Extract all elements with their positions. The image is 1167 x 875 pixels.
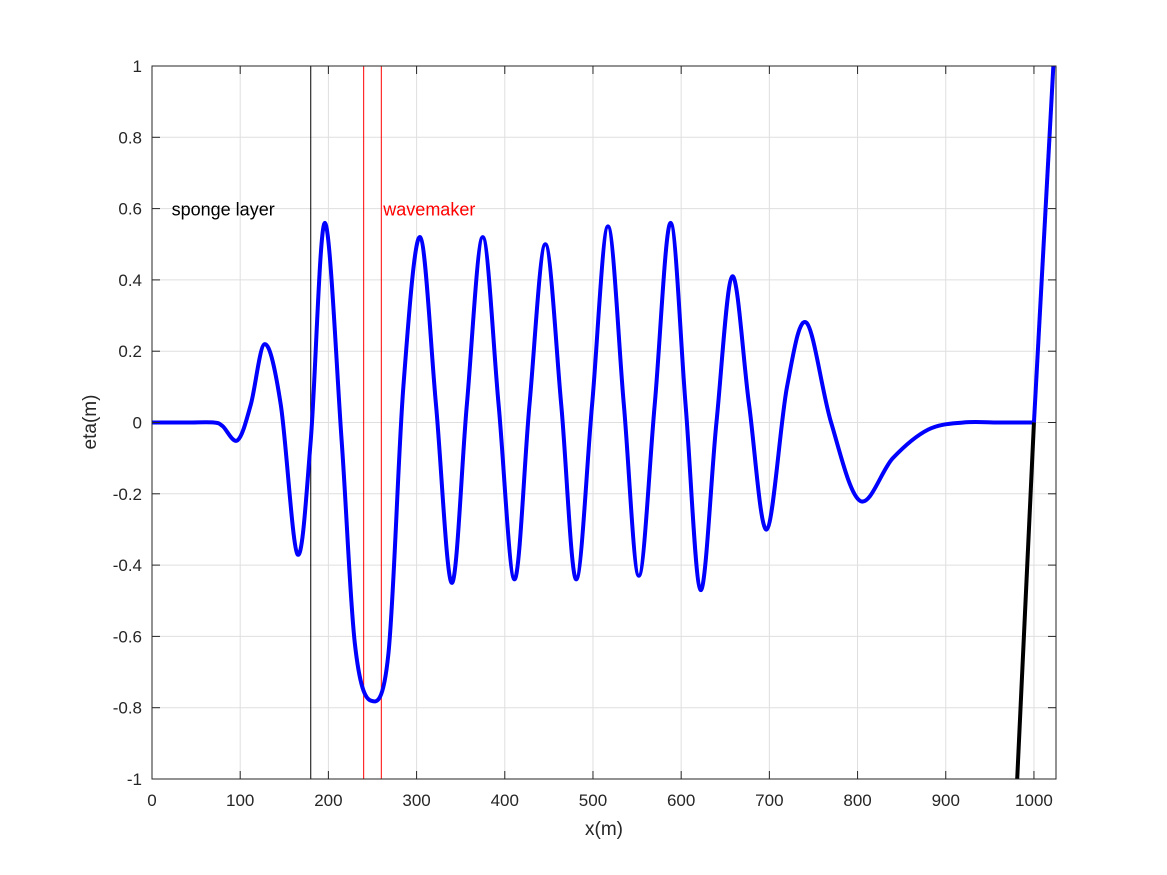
- y-tick-label: 0.4: [118, 271, 142, 290]
- y-tick-label: 0: [133, 414, 142, 433]
- series-group: [151, 65, 1056, 780]
- y-tick-label: 0.2: [118, 342, 142, 361]
- x-tick-label: 900: [932, 791, 960, 810]
- y-tick-label: -0.6: [113, 627, 142, 646]
- y-tick-label: 0.8: [118, 128, 142, 147]
- y-tick-label: -0.4: [113, 556, 142, 575]
- annotation-label: wavemaker: [382, 200, 475, 220]
- x-tick-label: 200: [314, 791, 342, 810]
- y-tick-label: 1: [133, 57, 142, 76]
- x-tick-label: 300: [402, 791, 430, 810]
- series-line-2: [1031, 65, 1056, 423]
- series-line-1: [151, 220, 1034, 704]
- y-tick-label: -1: [127, 770, 142, 789]
- x-tick-label: 1000: [1015, 791, 1053, 810]
- annotation-label: sponge layer: [172, 200, 275, 220]
- y-tick-label: -0.2: [113, 485, 142, 504]
- x-tick-label: 600: [667, 791, 695, 810]
- x-tick-label: 100: [226, 791, 254, 810]
- ticks: 0 100 200 300 400 500 600 700 800 900 1000 -1 -0.8 -0…: [113, 57, 1056, 810]
- y-axis-label: eta(m): [80, 395, 101, 450]
- y-tick-label: 0.6: [118, 200, 142, 219]
- x-tick-label: 700: [755, 791, 783, 810]
- x-tick-label: 400: [491, 791, 519, 810]
- annotations: sponge layer wavemaker: [172, 200, 476, 220]
- x-tick-label: 0: [147, 791, 156, 810]
- series-line-3: [1015, 422, 1036, 780]
- x-axis-label: x(m): [585, 819, 623, 840]
- y-tick-label: -0.8: [113, 699, 142, 718]
- x-tick-label: 500: [579, 791, 607, 810]
- x-tick-label: 800: [843, 791, 871, 810]
